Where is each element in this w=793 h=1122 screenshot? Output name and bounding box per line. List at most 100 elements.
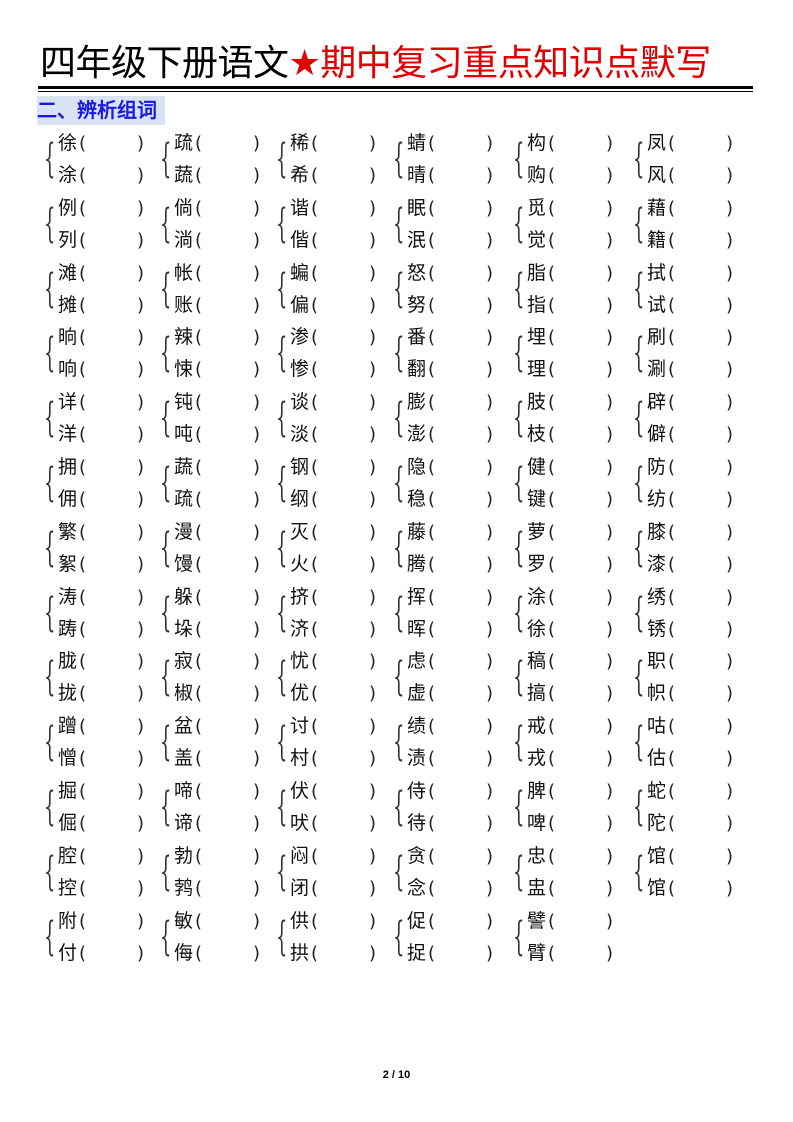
- answer-blank-open[interactable]: (: [548, 294, 556, 316]
- answer-blank-open[interactable]: (: [311, 294, 319, 316]
- answer-blank-open[interactable]: (: [195, 229, 203, 251]
- answer-blank-open[interactable]: (: [668, 489, 676, 510]
- answer-blank-open[interactable]: (: [668, 229, 676, 251]
- answer-blank-open[interactable]: (: [548, 651, 556, 673]
- answer-blank-open[interactable]: (: [428, 133, 436, 154]
- answer-blank-open[interactable]: (: [548, 521, 556, 543]
- answer-blank-open[interactable]: (: [79, 359, 87, 381]
- answer-blank-open[interactable]: (: [428, 618, 436, 640]
- answer-blank-open[interactable]: (: [428, 424, 436, 446]
- answer-blank-open[interactable]: (: [548, 845, 556, 867]
- answer-blank-open[interactable]: (: [548, 165, 556, 186]
- answer-blank-open[interactable]: (: [428, 489, 436, 510]
- answer-blank-open[interactable]: (: [311, 586, 319, 608]
- answer-blank-open[interactable]: (: [668, 877, 676, 899]
- answer-blank-open[interactable]: (: [195, 359, 203, 381]
- answer-blank-open[interactable]: (: [79, 424, 87, 446]
- answer-blank-open[interactable]: (: [311, 748, 319, 770]
- answer-blank-open[interactable]: (: [548, 262, 556, 284]
- answer-blank-open[interactable]: (: [428, 813, 436, 834]
- answer-blank-open[interactable]: (: [79, 133, 87, 154]
- answer-blank-open[interactable]: (: [428, 359, 436, 381]
- answer-blank-open[interactable]: (: [79, 942, 87, 964]
- answer-blank-open[interactable]: (: [311, 457, 319, 478]
- answer-blank-open[interactable]: (: [311, 262, 319, 284]
- answer-blank-open[interactable]: (: [79, 618, 87, 640]
- answer-blank-open[interactable]: (: [668, 651, 676, 673]
- answer-blank-open[interactable]: (: [195, 133, 203, 154]
- answer-blank-open[interactable]: (: [79, 327, 87, 349]
- answer-blank-open[interactable]: (: [195, 716, 203, 738]
- answer-blank-open[interactable]: (: [548, 359, 556, 381]
- answer-blank-open[interactable]: (: [428, 781, 436, 802]
- answer-blank-open[interactable]: (: [428, 457, 436, 478]
- answer-blank-open[interactable]: (: [311, 553, 319, 575]
- answer-blank-open[interactable]: (: [195, 813, 203, 834]
- answer-blank-open[interactable]: (: [668, 748, 676, 770]
- answer-blank-open[interactable]: (: [79, 165, 87, 186]
- answer-blank-open[interactable]: (: [311, 618, 319, 640]
- answer-blank-open[interactable]: (: [311, 424, 319, 446]
- answer-blank-open[interactable]: (: [548, 586, 556, 608]
- answer-blank-open[interactable]: (: [311, 651, 319, 673]
- answer-blank-open[interactable]: (: [428, 392, 436, 414]
- answer-blank-open[interactable]: (: [548, 781, 556, 802]
- answer-blank-open[interactable]: (: [79, 877, 87, 899]
- answer-blank-open[interactable]: (: [668, 845, 676, 867]
- answer-blank-open[interactable]: (: [668, 521, 676, 543]
- answer-blank-open[interactable]: (: [548, 877, 556, 899]
- answer-blank-open[interactable]: (: [548, 618, 556, 640]
- answer-blank-open[interactable]: (: [668, 716, 676, 738]
- answer-blank-open[interactable]: (: [428, 910, 436, 932]
- answer-blank-open[interactable]: (: [79, 262, 87, 284]
- answer-blank-open[interactable]: (: [79, 294, 87, 316]
- answer-blank-open[interactable]: (: [428, 683, 436, 705]
- answer-blank-open[interactable]: (: [195, 618, 203, 640]
- answer-blank-open[interactable]: (: [428, 716, 436, 738]
- answer-blank-open[interactable]: (: [668, 683, 676, 705]
- answer-blank-open[interactable]: (: [79, 813, 87, 834]
- answer-blank-open[interactable]: (: [548, 489, 556, 510]
- answer-blank-open[interactable]: (: [668, 618, 676, 640]
- answer-blank-open[interactable]: (: [668, 813, 676, 834]
- answer-blank-open[interactable]: (: [79, 457, 87, 478]
- answer-blank-open[interactable]: (: [195, 910, 203, 932]
- answer-blank-open[interactable]: (: [195, 327, 203, 349]
- answer-blank-open[interactable]: (: [311, 910, 319, 932]
- answer-blank-open[interactable]: (: [311, 942, 319, 964]
- answer-blank-open[interactable]: (: [668, 424, 676, 446]
- answer-blank-open[interactable]: (: [548, 813, 556, 834]
- answer-blank-open[interactable]: (: [428, 553, 436, 575]
- answer-blank-open[interactable]: (: [428, 165, 436, 186]
- answer-blank-open[interactable]: (: [428, 521, 436, 543]
- answer-blank-open[interactable]: (: [311, 845, 319, 867]
- answer-blank-open[interactable]: (: [311, 327, 319, 349]
- answer-blank-open[interactable]: (: [79, 197, 87, 219]
- answer-blank-open[interactable]: (: [311, 133, 319, 154]
- answer-blank-open[interactable]: (: [548, 910, 556, 932]
- answer-blank-open[interactable]: (: [311, 716, 319, 738]
- answer-blank-open[interactable]: (: [79, 489, 87, 510]
- answer-blank-open[interactable]: (: [668, 165, 676, 186]
- answer-blank-open[interactable]: (: [548, 748, 556, 770]
- answer-blank-open[interactable]: (: [548, 716, 556, 738]
- answer-blank-open[interactable]: (: [668, 359, 676, 381]
- answer-blank-open[interactable]: (: [311, 683, 319, 705]
- answer-blank-open[interactable]: (: [668, 327, 676, 349]
- answer-blank-open[interactable]: (: [311, 165, 319, 186]
- answer-blank-open[interactable]: (: [79, 229, 87, 251]
- answer-blank-open[interactable]: (: [79, 781, 87, 802]
- answer-blank-open[interactable]: (: [195, 392, 203, 414]
- answer-blank-open[interactable]: (: [79, 716, 87, 738]
- answer-blank-open[interactable]: (: [548, 683, 556, 705]
- answer-blank-open[interactable]: (: [195, 521, 203, 543]
- answer-blank-open[interactable]: (: [311, 392, 319, 414]
- answer-blank-open[interactable]: (: [668, 294, 676, 316]
- answer-blank-open[interactable]: (: [79, 392, 87, 414]
- answer-blank-open[interactable]: (: [311, 359, 319, 381]
- answer-blank-open[interactable]: (: [668, 553, 676, 575]
- answer-blank-open[interactable]: (: [668, 133, 676, 154]
- answer-blank-open[interactable]: (: [548, 229, 556, 251]
- answer-blank-open[interactable]: (: [428, 845, 436, 867]
- answer-blank-open[interactable]: (: [548, 424, 556, 446]
